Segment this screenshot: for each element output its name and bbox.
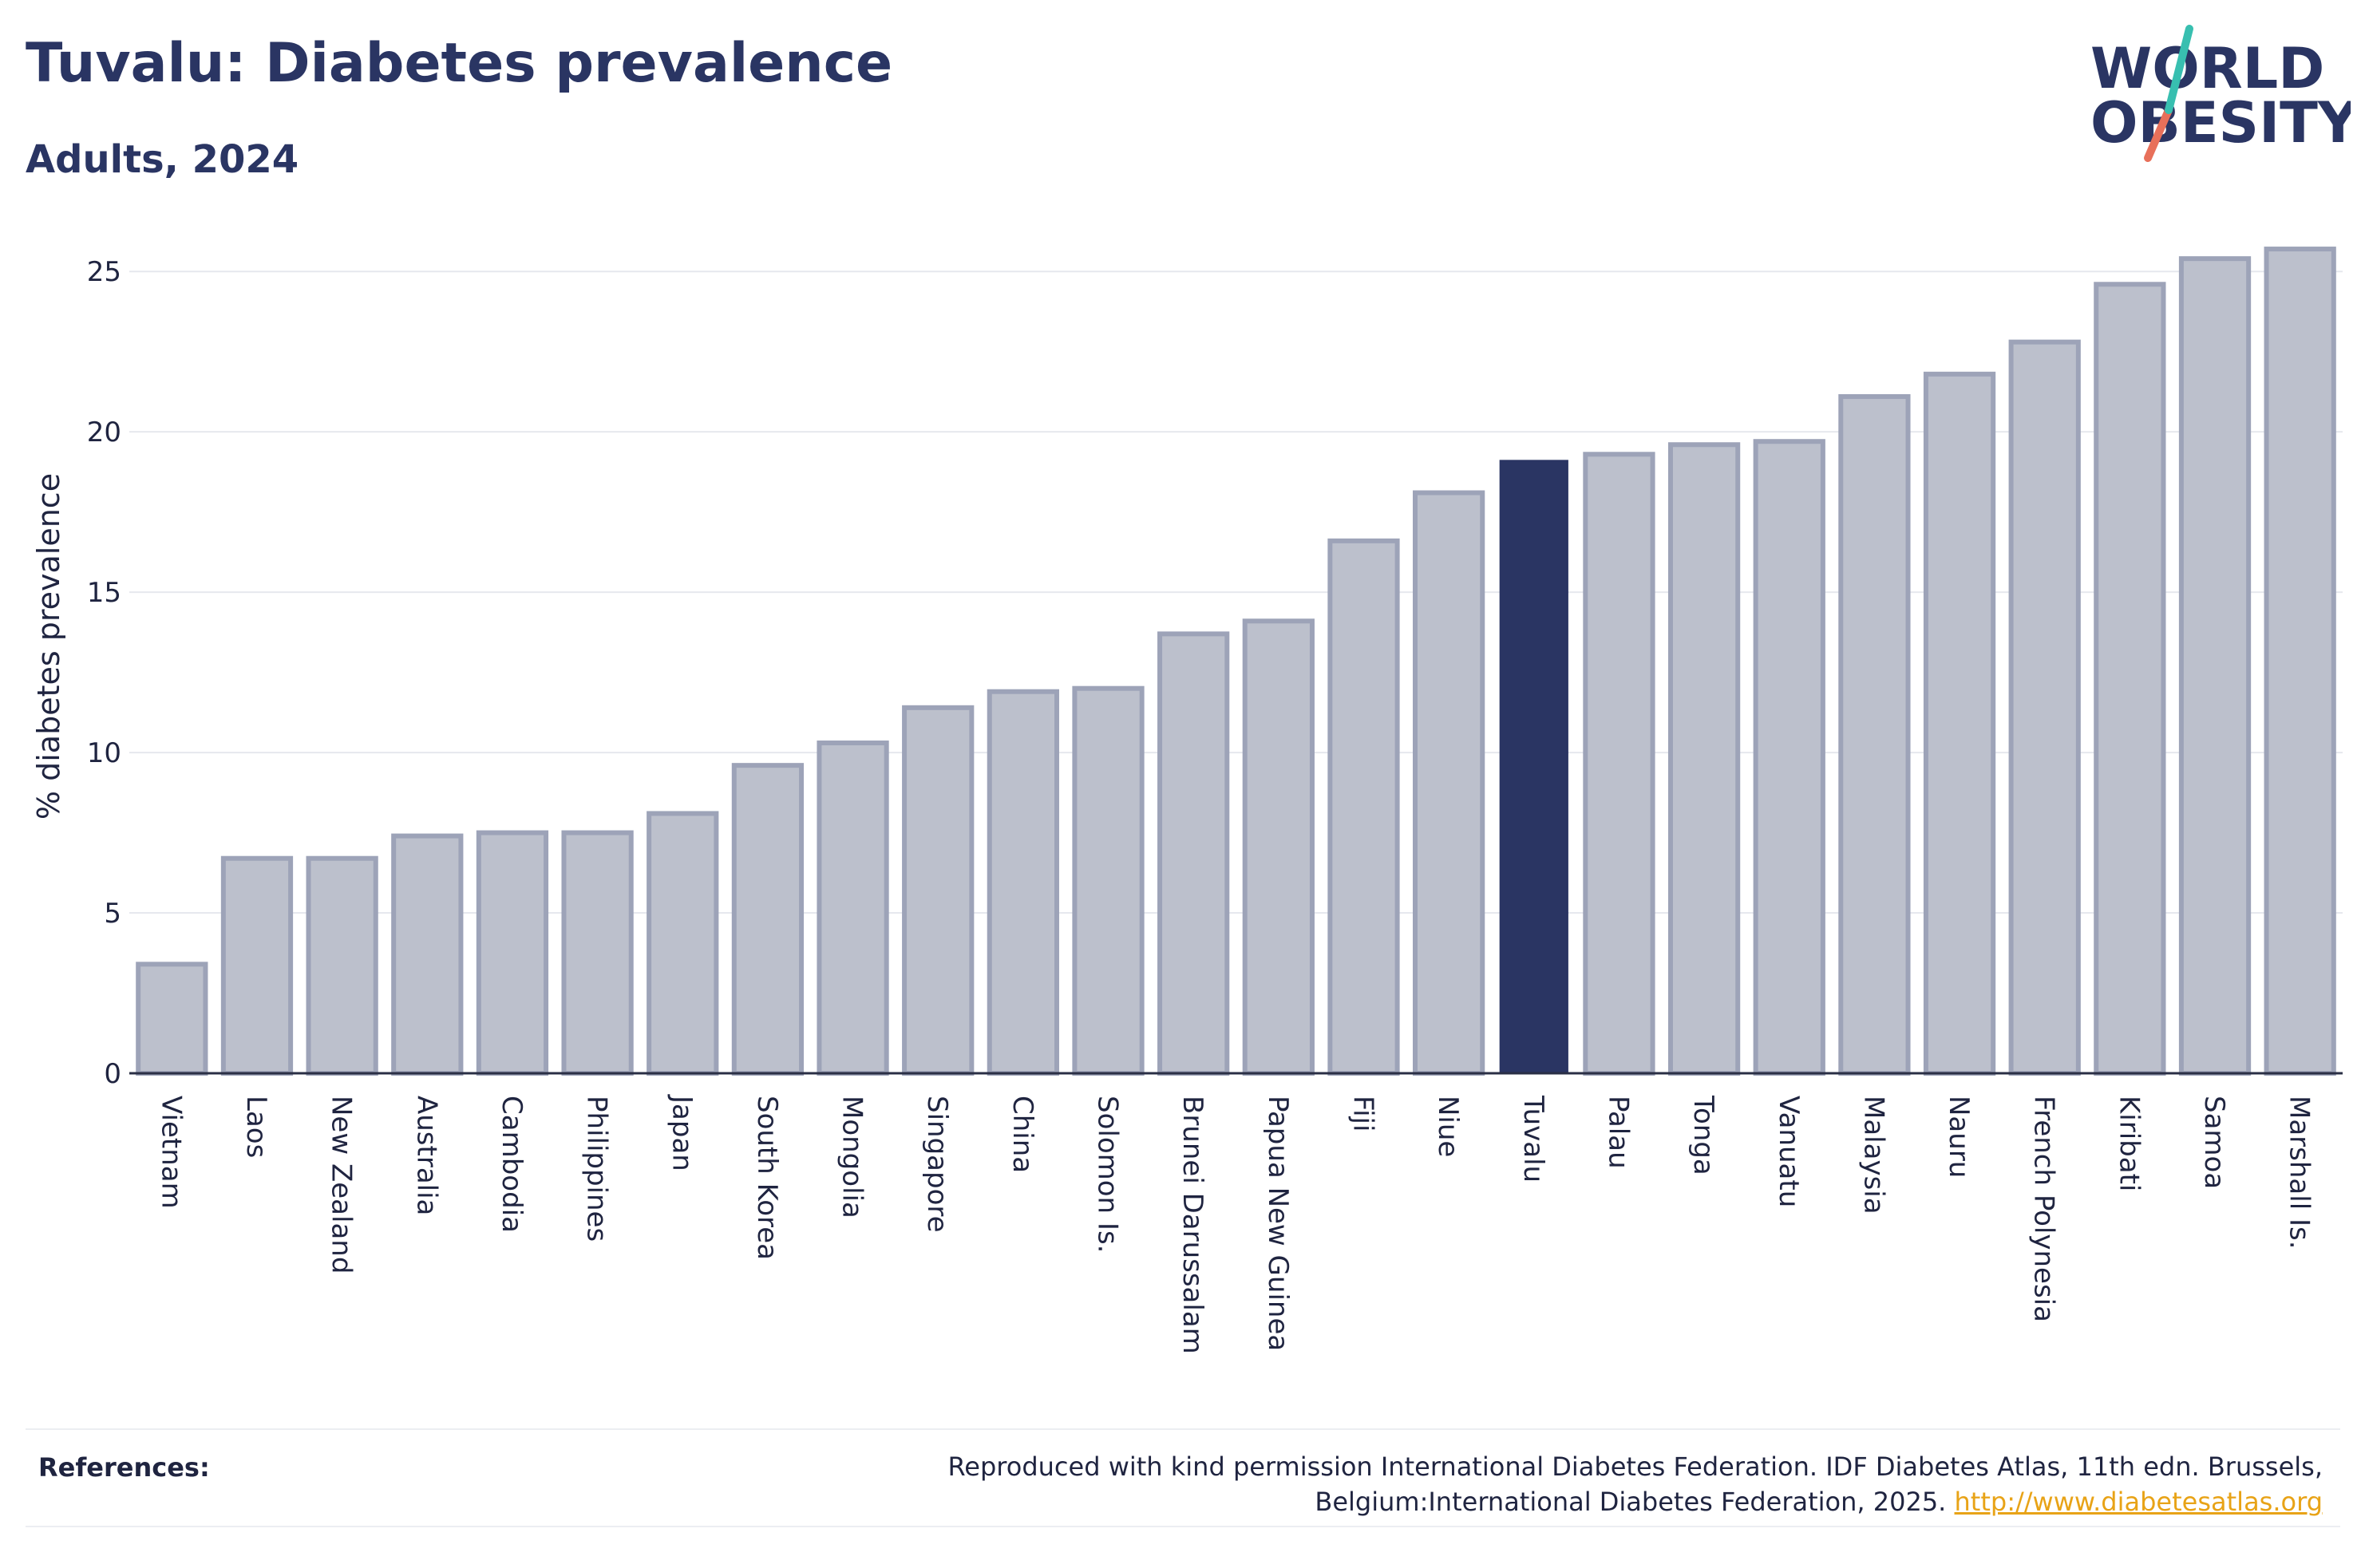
references-link[interactable]: http://www.diabetesatlas.org [1954,1487,2323,1517]
bar-cambodia [476,830,549,1076]
bar-laos [220,855,294,1076]
bar-australia [391,833,464,1076]
bar-vanuatu [1753,439,1825,1076]
logo-text-world: WORLD [2090,36,2324,101]
x-tick-label: Philippines [581,1096,613,1242]
x-tick-label: Laos [240,1096,272,1158]
logo-slash-upper [2165,25,2193,114]
x-tick-label: Solomon Is. [1092,1096,1124,1253]
x-tick-label: Tonga [1687,1095,1719,1175]
bar-new-zealand [306,855,378,1076]
y-tick-label: 20 [87,417,121,448]
bar-niue [1413,490,1485,1076]
bar-south-korea [731,763,805,1076]
x-tick-label: New Zealand [326,1096,358,1274]
y-tick-label: 25 [87,256,121,288]
x-tick-label: Malaysia [1857,1096,1889,1215]
world-obesity-logo: WORLD OBESITY [2090,25,2351,162]
references-text: Reproduced with kind permission Internat… [947,1451,2323,1517]
x-tick-label: Brunei Darussalam [1177,1096,1208,1354]
logo-slash-lower [2144,106,2173,162]
bar-chart: 0 5 10 15 20 25 Vietnam Laos New Zealand Austral… [31,247,2343,1354]
logo-text-obesity: OBESITY [2090,90,2351,156]
bar-japan [647,811,719,1076]
x-tick-label: Papua New Guinea [1262,1096,1294,1351]
bars [129,247,2343,1076]
x-tick-label: Japan [666,1094,698,1171]
bar-samoa [2178,256,2252,1076]
x-tick-label: Australia [410,1096,442,1215]
x-axis-labels: Vietnam Laos New Zealand Australia Cambodia P… [155,1094,2315,1354]
bar-nauru [1923,371,1996,1076]
bar-singapore [902,705,975,1076]
x-tick-label: Palau [1602,1096,1634,1169]
bar-fiji [1327,538,1400,1076]
chart-title: Tuvalu: Diabetes prevalence [26,32,893,95]
bar-palau [1583,452,1655,1076]
x-tick-label: Mongolia [836,1096,868,1218]
x-tick-label: Fiji [1347,1096,1378,1132]
x-tick-label: Niue [1432,1096,1464,1157]
references-bottom-divider [26,1526,2340,1527]
bar-mongolia [817,741,889,1076]
y-tick-label: 0 [104,1058,121,1090]
chart-subtitle: Adults, 2024 [26,137,299,182]
bar-tuvalu [1499,460,1568,1074]
references-label: References: [38,1452,210,1483]
bar-marshall-is [2264,247,2336,1076]
bar-papua-new-guinea [1242,618,1315,1076]
references-text-block: Reproduced with kind permission Internat… [726,1449,2323,1519]
x-tick-label: Singapore [921,1096,953,1233]
bar-solomon-is [1072,685,1145,1076]
y-tick-label: 5 [104,898,121,930]
y-axis-ticks: 0 5 10 15 20 25 [87,256,121,1090]
bar-philippines [561,830,634,1076]
y-tick-label: 15 [87,577,121,609]
bar-malaysia [1838,393,1911,1076]
x-tick-label: Samoa [2198,1096,2230,1189]
x-tick-label: Tuvalu [1517,1095,1549,1183]
x-tick-label: Vietnam [155,1096,187,1209]
x-tick-label: China [1006,1096,1038,1173]
x-tick-label: French Polynesia [2028,1096,2060,1322]
bar-brunei-darussalam [1157,631,1230,1076]
bar-french-polynesia [2008,339,2081,1076]
references-top-divider [26,1428,2340,1430]
x-tick-label: Nauru [1943,1096,1975,1178]
bar-kiribati [2094,282,2166,1076]
y-axis-label: % diabetes prevalence [31,473,66,820]
x-tick-label: Vanuatu [1773,1096,1805,1207]
bar-china [987,689,1059,1076]
x-tick-label: Kiribati [2113,1096,2145,1191]
x-tick-label: Cambodia [496,1096,528,1233]
x-tick-label: Marshall Is. [2284,1096,2316,1250]
x-tick-label: South Korea [751,1096,783,1260]
bar-vietnam [136,962,208,1076]
y-tick-label: 10 [87,737,121,769]
bar-tonga [1667,442,1741,1076]
